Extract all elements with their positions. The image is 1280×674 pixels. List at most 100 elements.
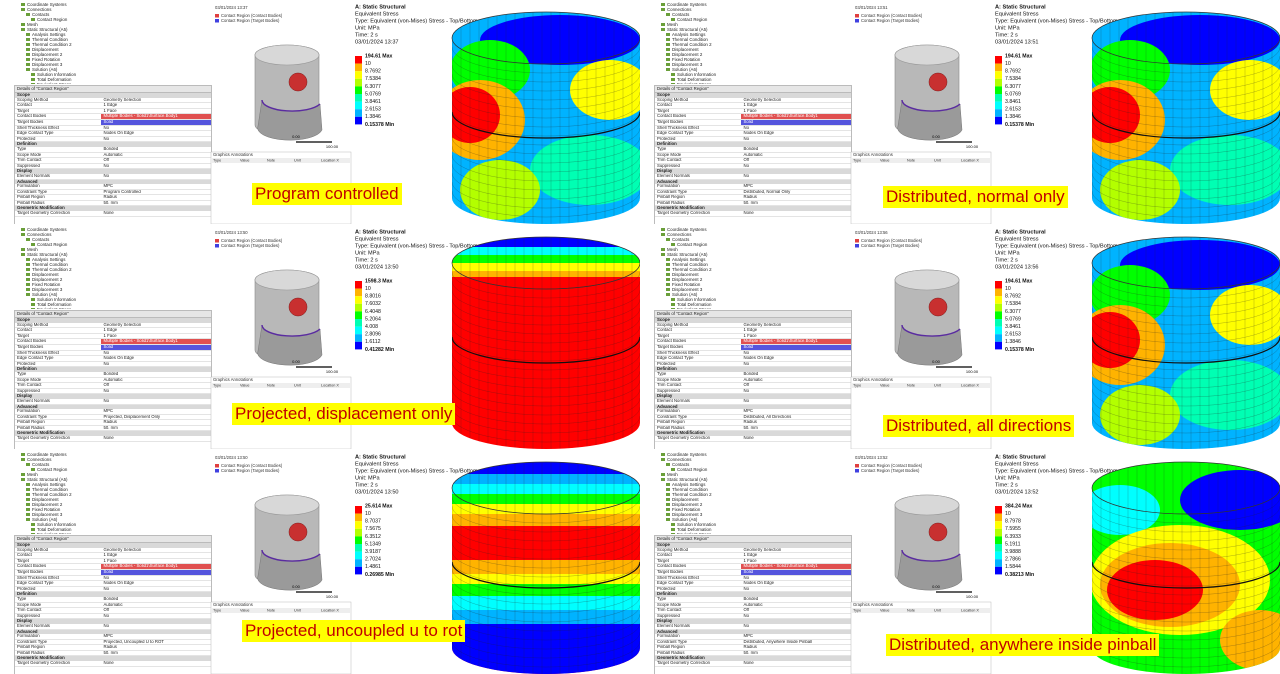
details-key: Suppressed — [657, 388, 680, 393]
details-key: Trim Contact — [17, 158, 42, 163]
details-key: Protected — [17, 136, 36, 141]
details-row: Contact 1 Edge — [15, 328, 211, 334]
contact-edge — [261, 99, 321, 112]
details-key: Target — [17, 333, 29, 338]
details-pane: Details of "Contact Region" Scope Scoping … — [654, 535, 852, 674]
shell-surface — [894, 494, 960, 586]
tree-icon — [26, 503, 30, 507]
mesh-line — [452, 91, 640, 119]
annotations-header — [211, 608, 351, 613]
details-section: Advanced — [15, 629, 211, 635]
tree-icon — [26, 513, 30, 517]
tree-item: Thermal Condition — [16, 37, 206, 42]
details-value: No — [103, 586, 109, 591]
details-key: Contact Bodies — [17, 114, 47, 119]
details-row: Trim Contact Off — [655, 158, 851, 164]
details-value: Program Controlled — [103, 189, 141, 194]
body-legend-label: Contact Region (Target Bodies) — [861, 243, 920, 248]
legend-band — [995, 566, 1002, 575]
details-row: Pinball Radius 50. mm — [15, 651, 211, 657]
tree-item: Static Structural (A5) — [16, 477, 206, 482]
details-row: Type Bonded — [655, 372, 851, 378]
details-key: Target — [657, 558, 669, 563]
details-key: Scope Mode — [17, 152, 42, 157]
contact-edge — [901, 549, 961, 562]
details-value: Automatic — [743, 377, 763, 382]
tree-item: Displacement — [16, 47, 206, 52]
details-value: None — [103, 211, 114, 216]
tree-item: Solution Information — [16, 72, 206, 77]
details-row: Element Normals No — [655, 624, 851, 630]
legend-label: 6.3512 — [365, 534, 381, 540]
details-key: Target — [17, 558, 29, 563]
step-edge — [452, 561, 640, 589]
tree-icon — [21, 473, 25, 477]
tree-label: Solution (A6) — [32, 67, 58, 72]
mesh-line — [1092, 55, 1280, 83]
details-row: Target Geometry Correction None — [15, 661, 211, 667]
tree-item: Analysis Settings — [16, 482, 206, 487]
tree-icon — [666, 38, 670, 42]
tree-icon — [666, 278, 670, 282]
tree-label: Displacement 2 — [672, 502, 703, 507]
tree-item: Displacement 3 — [656, 287, 846, 292]
details-key: Shell Thickness Effect — [17, 350, 60, 355]
result-header: Type: Equivalent (von-Mises) Stress - To… — [995, 243, 1118, 249]
result-header: Type: Equivalent (von-Mises) Stress - To… — [355, 243, 478, 249]
legend-band — [995, 116, 1002, 125]
mesh-line — [452, 604, 640, 632]
details-row: Scope Mode Automatic — [15, 153, 211, 159]
tree-icon — [26, 48, 30, 52]
details-value: Bonded — [743, 146, 759, 151]
tree-label: Equivalent Stress — [677, 307, 711, 309]
result-panel: Coordinate Systems Connections Contacts Con… — [0, 0, 640, 224]
tree-label: Thermal Condition 2 — [672, 267, 712, 272]
legend-label: 7.5384 — [365, 76, 381, 82]
mesh-line — [1092, 37, 1280, 65]
body-legend-swatch — [855, 469, 859, 473]
geometry-date: 03/01/2024 13:37 — [215, 5, 248, 10]
mesh-line — [452, 127, 640, 155]
contour-band — [452, 237, 640, 449]
tree-icon — [671, 83, 675, 84]
result-header: A: Static Structural — [995, 229, 1046, 235]
details-row: Formulation MPC — [655, 634, 851, 640]
mesh-line — [1092, 316, 1280, 344]
mesh-line — [452, 73, 640, 101]
legend-label: 3.8461 — [365, 99, 381, 105]
details-value: Automatic — [743, 152, 763, 157]
details-row: Type Bonded — [15, 372, 211, 378]
details-row: Edge Contact Type Nodes On Edge — [15, 131, 211, 137]
legend-band — [995, 528, 1002, 537]
details-value: No — [103, 575, 109, 580]
legend-label: 6.3077 — [1005, 84, 1021, 90]
mesh-line — [452, 154, 640, 182]
details-row: Element Normals No — [15, 624, 211, 630]
mesh-line — [452, 397, 640, 425]
tree-icon — [26, 38, 30, 42]
result-header: A: Static Structural — [355, 454, 406, 460]
legend-label: 1598.3 Max — [365, 278, 393, 284]
details-value: 50. mm — [103, 200, 118, 205]
details-row: Pinball Region Radius — [15, 645, 211, 651]
body-legend-swatch — [855, 244, 859, 248]
details-value: Off — [743, 383, 750, 388]
tree-label: Solution Information — [37, 522, 77, 527]
legend-label: 5.0769 — [365, 91, 381, 97]
tree-item: Equivalent Stress — [656, 82, 846, 84]
legend-band — [355, 281, 362, 289]
tree-icon — [666, 283, 670, 287]
details-value: Geometry Selection — [743, 547, 782, 552]
annotations-column: Type — [853, 384, 861, 388]
details-key: Pinball Radius — [17, 650, 45, 655]
mesh-line — [1092, 325, 1280, 353]
details-row: Contact Bodies Multiple Bodies - Solid1\S… — [655, 114, 851, 120]
details-key: Formulation — [657, 634, 680, 639]
tree-label: Total Deformation — [677, 527, 712, 532]
legend-label: 10 — [1005, 286, 1011, 292]
details-section: Advanced — [655, 179, 851, 185]
details-section: Geometric Modification — [15, 656, 211, 662]
tree-item: Thermal Condition — [656, 37, 846, 42]
annotations-column: Type — [213, 159, 221, 163]
tree-label: Thermal Condition — [672, 37, 708, 42]
